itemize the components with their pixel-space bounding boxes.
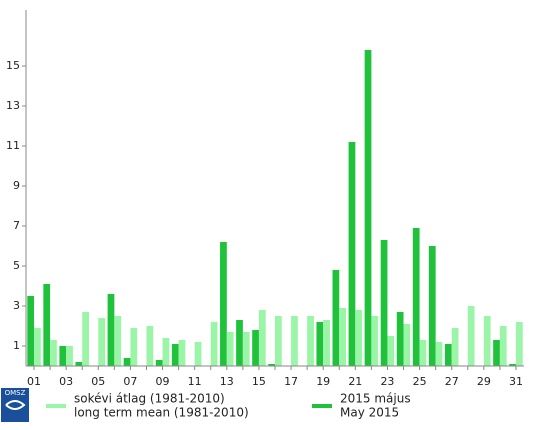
bar — [307, 316, 314, 366]
bar — [130, 328, 138, 366]
x-tick-label: 29 — [477, 375, 491, 388]
bar — [387, 336, 395, 366]
bar — [483, 316, 491, 366]
bar — [499, 326, 507, 366]
x-tick-label: 25 — [413, 375, 427, 388]
x-tick-label: 13 — [220, 375, 234, 388]
bar — [444, 344, 452, 366]
y-tick-label: 5 — [13, 259, 20, 272]
legend-label: 2015 május — [340, 392, 411, 406]
bar — [66, 346, 73, 366]
bar — [323, 320, 330, 366]
bar — [27, 296, 35, 366]
bar — [348, 142, 356, 366]
legend-label: sokévi átlag (1981-2010) — [74, 392, 225, 406]
bar — [355, 310, 363, 366]
bar — [364, 50, 372, 366]
x-tick-label: 01 — [27, 375, 41, 388]
bar — [435, 342, 443, 366]
y-tick-label: 1 — [13, 339, 20, 352]
y-tick-label: 3 — [13, 299, 20, 312]
bar — [210, 322, 218, 366]
bar — [412, 228, 420, 366]
bar — [451, 328, 459, 366]
y-tick-label: 15 — [6, 59, 20, 72]
bar — [220, 242, 227, 366]
bar — [268, 364, 275, 366]
bar — [291, 316, 298, 366]
logo-text: OMSZ — [5, 389, 26, 397]
bar — [493, 340, 500, 366]
bar — [82, 312, 89, 366]
bar — [98, 318, 106, 366]
x-tick-label: 09 — [156, 375, 170, 388]
bar — [509, 364, 516, 366]
bar — [107, 294, 115, 366]
bar — [275, 316, 282, 366]
x-tick-label: 23 — [380, 375, 394, 388]
bar — [236, 320, 243, 366]
y-tick-label: 9 — [13, 179, 20, 192]
bar — [226, 332, 234, 366]
bar — [146, 326, 154, 366]
bar — [75, 362, 83, 366]
bar — [258, 310, 266, 366]
bar — [114, 316, 122, 366]
legend-label: long term mean (1981-2010) — [74, 406, 249, 420]
x-tick-label: 21 — [348, 375, 362, 388]
bar — [316, 322, 324, 366]
x-tick-label: 15 — [252, 375, 266, 388]
bar — [123, 358, 131, 366]
x-tick-label: 11 — [188, 375, 202, 388]
bar — [43, 284, 51, 366]
bar — [59, 346, 67, 366]
bar — [332, 270, 340, 366]
x-tick-label: 31 — [509, 375, 523, 388]
bar — [155, 360, 163, 366]
x-tick-label: 05 — [91, 375, 105, 388]
y-tick-label: 13 — [6, 99, 20, 112]
bar — [467, 306, 475, 366]
bar — [50, 340, 57, 366]
bar — [428, 246, 436, 366]
x-tick-label: 27 — [445, 375, 459, 388]
bar — [339, 308, 347, 366]
x-tick-label: 07 — [123, 375, 137, 388]
logo-icon — [5, 400, 26, 410]
y-tick-label: 7 — [13, 219, 20, 232]
legend-label: May 2015 — [340, 406, 399, 420]
bar — [371, 316, 379, 366]
bar — [419, 340, 427, 366]
y-tick-label: 11 — [6, 139, 20, 152]
bar — [194, 342, 202, 366]
bar — [252, 330, 259, 366]
bar — [380, 240, 388, 366]
bar — [162, 338, 170, 366]
bar — [178, 340, 186, 366]
x-tick-label: 19 — [316, 375, 330, 388]
bar — [242, 332, 250, 366]
x-tick-label: 17 — [284, 375, 298, 388]
x-tick-label: 03 — [59, 375, 73, 388]
bar — [34, 328, 41, 366]
bar — [171, 344, 179, 366]
bar — [403, 324, 411, 366]
bar — [515, 322, 523, 366]
bar — [396, 312, 404, 366]
